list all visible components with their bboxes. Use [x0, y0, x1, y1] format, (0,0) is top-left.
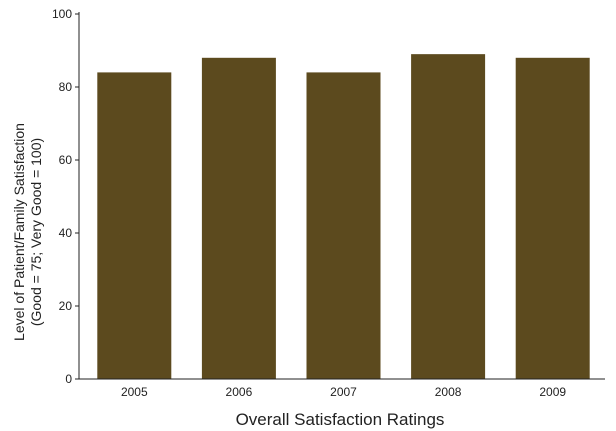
y-tick-label: 40: [59, 226, 73, 240]
y-axis-ticks: 0 20 40 60 80 100: [52, 7, 79, 386]
bar-2006: [201, 57, 276, 380]
x-tick-label-2007: 2007: [330, 385, 357, 399]
x-axis-label: Overall Satisfaction Ratings: [236, 410, 445, 429]
bar-2007: [306, 72, 381, 380]
y-tick-label: 60: [59, 153, 73, 167]
x-tick-label-2009: 2009: [539, 385, 566, 399]
y-tick-label: 80: [59, 80, 73, 94]
x-tick-label-2008: 2008: [435, 385, 462, 399]
x-tick-label-2005: 2005: [121, 385, 148, 399]
y-axis-label-line-1: Level of Patient/Family Satisfaction: [11, 123, 27, 341]
y-axis-label-line-2: (Good = 75; Very Good = 100): [28, 138, 44, 326]
bar-2009: [515, 57, 590, 380]
bar-2005: [97, 72, 172, 380]
x-tick-label-2006: 2006: [226, 385, 253, 399]
bar-2008: [411, 54, 486, 380]
x-axis-ticks: 2005 2006 2007 2008 2009: [121, 385, 566, 399]
y-tick-label: 100: [52, 7, 72, 21]
y-tick-label: 0: [65, 372, 72, 386]
bars: [97, 54, 590, 380]
y-tick-label: 20: [59, 299, 73, 313]
